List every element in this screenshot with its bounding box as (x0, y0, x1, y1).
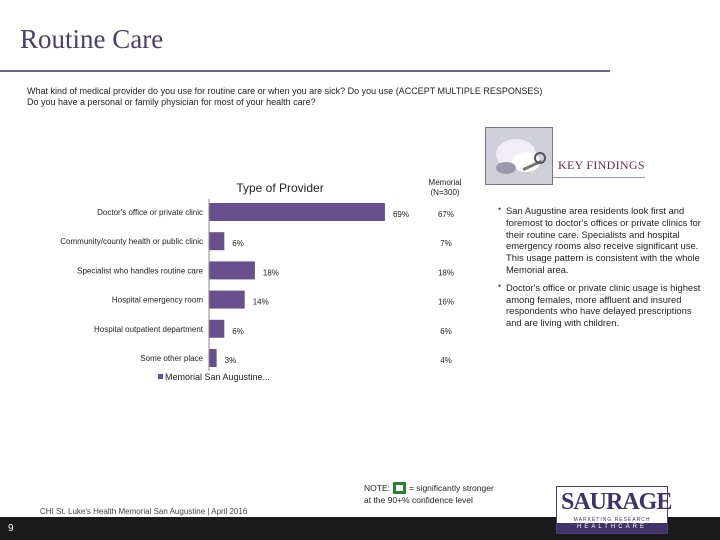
significance-note: NOTE: = significantly stronger at the 90+… (364, 482, 494, 506)
page-title: Routine Care (20, 24, 164, 54)
note-suffix: = significantly stronger (408, 483, 494, 493)
bar (209, 290, 245, 309)
logo-subtitle: MARKETING RESEARCH (573, 517, 651, 523)
legend-swatch (158, 374, 163, 379)
bar (209, 349, 217, 367)
category-label: Hospital outpatient department (94, 325, 204, 334)
memorial-value: 18% (438, 268, 454, 277)
legend-label: Memorial San Augustine... (165, 372, 270, 382)
finding-text: San Augustine area residents look first … (506, 205, 701, 275)
chart-title: Type of Provider (236, 181, 323, 195)
data-label: 6% (232, 239, 244, 248)
finding-item: • San Augustine area residents look firs… (498, 204, 703, 276)
page-number: 9 (8, 523, 14, 534)
logo-wordmark: SAURAGE (561, 489, 672, 515)
memorial-value: 6% (440, 327, 452, 336)
survey-question: What kind of medical provider do you use… (27, 86, 667, 108)
logo-band-text: HEALTHCARE (577, 524, 647, 530)
memorial-column-header: Memorial (N=300) (428, 178, 462, 197)
data-label: 14% (253, 298, 269, 307)
bullet-icon: • (498, 204, 502, 214)
logo-band: HEALTHCARE (557, 523, 667, 533)
memorial-value: 4% (440, 356, 452, 365)
key-findings-photo (485, 127, 553, 185)
category-label: Doctor's office or private clinic (97, 208, 203, 217)
bar (209, 319, 225, 338)
key-photo-icon (486, 128, 552, 184)
saurage-logo: SAURAGE MARKETING RESEARCH HEALTHCARE (556, 486, 672, 534)
bar (209, 261, 255, 280)
category-label: Some other place (140, 354, 203, 363)
category-label: Community/county health or public clinic (60, 237, 203, 246)
finding-item: • Doctor's office or private clinic usag… (498, 280, 703, 329)
bullet-icon: • (498, 280, 502, 291)
title-divider (0, 70, 610, 72)
note-line-2: at the 90+% confidence level (364, 495, 473, 505)
bar (209, 232, 225, 251)
question-line-2: Do you have a personal or family physici… (27, 97, 316, 107)
data-label: 3% (225, 356, 237, 365)
data-label: 6% (232, 327, 244, 336)
key-findings-list: • San Augustine area residents look firs… (498, 204, 703, 335)
data-label: 18% (263, 268, 279, 277)
footer-source: CHI St. Luke's Health Memorial San Augus… (40, 507, 248, 516)
provider-bar-chart: Type of Provider Doctor's office or priva… (60, 181, 454, 382)
category-label: Specialist who handles routine care (77, 266, 203, 275)
memorial-value: 7% (440, 239, 452, 248)
bar (209, 203, 385, 221)
note-prefix: NOTE: (364, 483, 390, 493)
data-label: 69% (393, 210, 409, 219)
category-label: Hospital emergency room (112, 296, 203, 305)
finding-text: Doctor's office or private clinic usage … (506, 281, 701, 329)
footer-bar (0, 517, 720, 540)
key-findings-label: KEY FINDINGS (558, 158, 645, 172)
memorial-value: 16% (438, 298, 454, 307)
key-findings-header-rule (485, 150, 645, 178)
significance-swatch-icon (392, 482, 406, 494)
memorial-value: 67% (438, 210, 454, 219)
question-line-1: What kind of medical provider do you use… (27, 86, 543, 96)
